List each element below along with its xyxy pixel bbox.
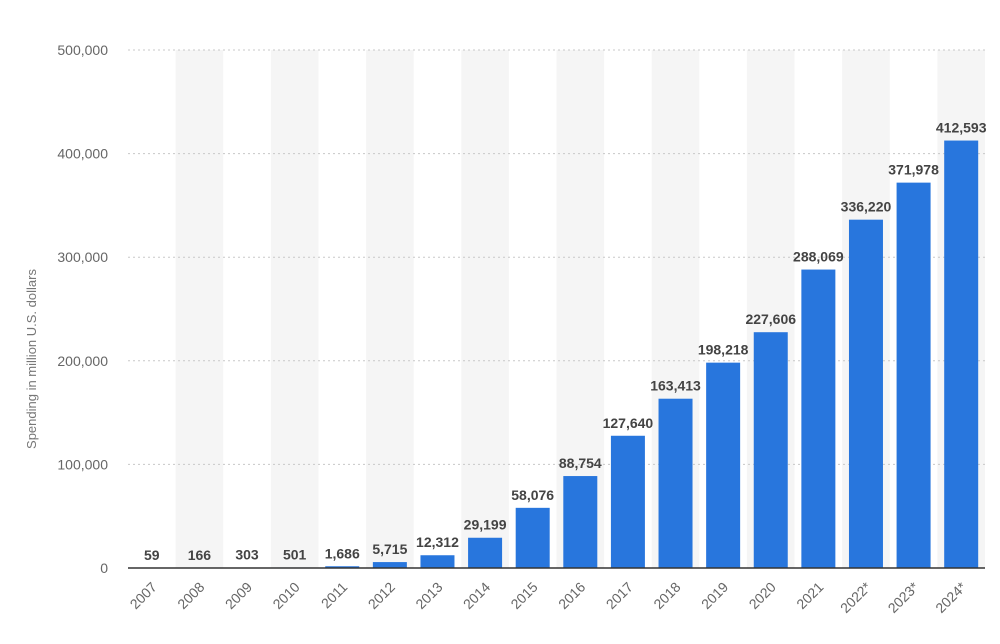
value-label: 29,199	[464, 517, 507, 533]
band	[270, 50, 319, 568]
band	[366, 50, 414, 568]
x-tick-label: 2022*	[837, 578, 875, 616]
bar	[515, 507, 550, 568]
value-label: 1,686	[325, 545, 360, 561]
value-label: 59	[144, 547, 160, 563]
value-label: 127,640	[603, 415, 654, 431]
y-tick-label: 100,000	[57, 456, 108, 472]
value-label: 58,076	[511, 487, 554, 503]
bar	[325, 566, 360, 568]
x-tick-label: 2023*	[885, 578, 923, 616]
y-axis-ticks: 0 100,000 200,000 300,000 400,000 500,000	[57, 42, 108, 576]
bar	[610, 435, 645, 568]
value-label: 336,220	[841, 199, 892, 215]
bars	[134, 140, 979, 568]
bar	[420, 555, 455, 568]
value-label: 12,312	[416, 534, 459, 550]
x-tick-label: 2012	[365, 579, 398, 612]
bar	[563, 476, 598, 568]
x-axis-ticks: 2007 2008 2009 2010 2011 2012 2013 2014 2015 2016…	[127, 578, 970, 616]
y-tick-label: 0	[100, 560, 108, 576]
value-label: 166	[188, 547, 212, 563]
x-tick-label: 2009	[222, 579, 255, 612]
y-tick-label: 300,000	[57, 249, 108, 265]
value-label: 371,978	[888, 162, 939, 178]
x-tick-label: 2018	[650, 579, 683, 612]
x-tick-label: 2014	[460, 579, 493, 612]
bar	[372, 562, 407, 568]
value-label: 198,218	[698, 342, 749, 358]
y-axis-title: Spending in million U.S. dollars	[24, 269, 39, 449]
x-tick-label: 2015	[507, 579, 540, 612]
x-tick-label: 2010	[269, 579, 302, 612]
x-tick-label: 2011	[318, 579, 351, 612]
bar	[848, 219, 883, 568]
x-tick-label: 2016	[555, 579, 588, 612]
value-label: 412,593	[936, 120, 987, 136]
value-label: 303	[235, 547, 259, 563]
x-tick-label: 2008	[174, 579, 207, 612]
value-label: 501	[283, 546, 307, 562]
value-label: 288,069	[793, 249, 844, 265]
x-tick-label: 2021	[793, 579, 826, 612]
value-label: 5,715	[372, 541, 407, 557]
y-tick-label: 500,000	[57, 42, 108, 58]
x-tick-label: 2024*	[932, 578, 970, 616]
bar	[706, 362, 741, 568]
bar	[468, 537, 503, 568]
band	[461, 50, 509, 568]
bar	[753, 332, 788, 568]
x-tick-label: 2013	[412, 579, 445, 612]
x-tick-label: 2019	[698, 579, 731, 612]
value-label: 88,754	[559, 455, 602, 471]
bar	[801, 269, 836, 568]
band	[175, 50, 224, 568]
bar	[658, 398, 693, 568]
value-label: 163,413	[650, 378, 701, 394]
x-tick-label: 2020	[746, 579, 779, 612]
x-tick-label: 2007	[127, 579, 160, 612]
y-tick-label: 400,000	[57, 146, 108, 162]
x-tick-label: 2017	[603, 579, 636, 612]
bar	[896, 182, 931, 568]
y-tick-label: 200,000	[57, 353, 108, 369]
bar	[944, 140, 979, 568]
value-label: 227,606	[745, 311, 796, 327]
